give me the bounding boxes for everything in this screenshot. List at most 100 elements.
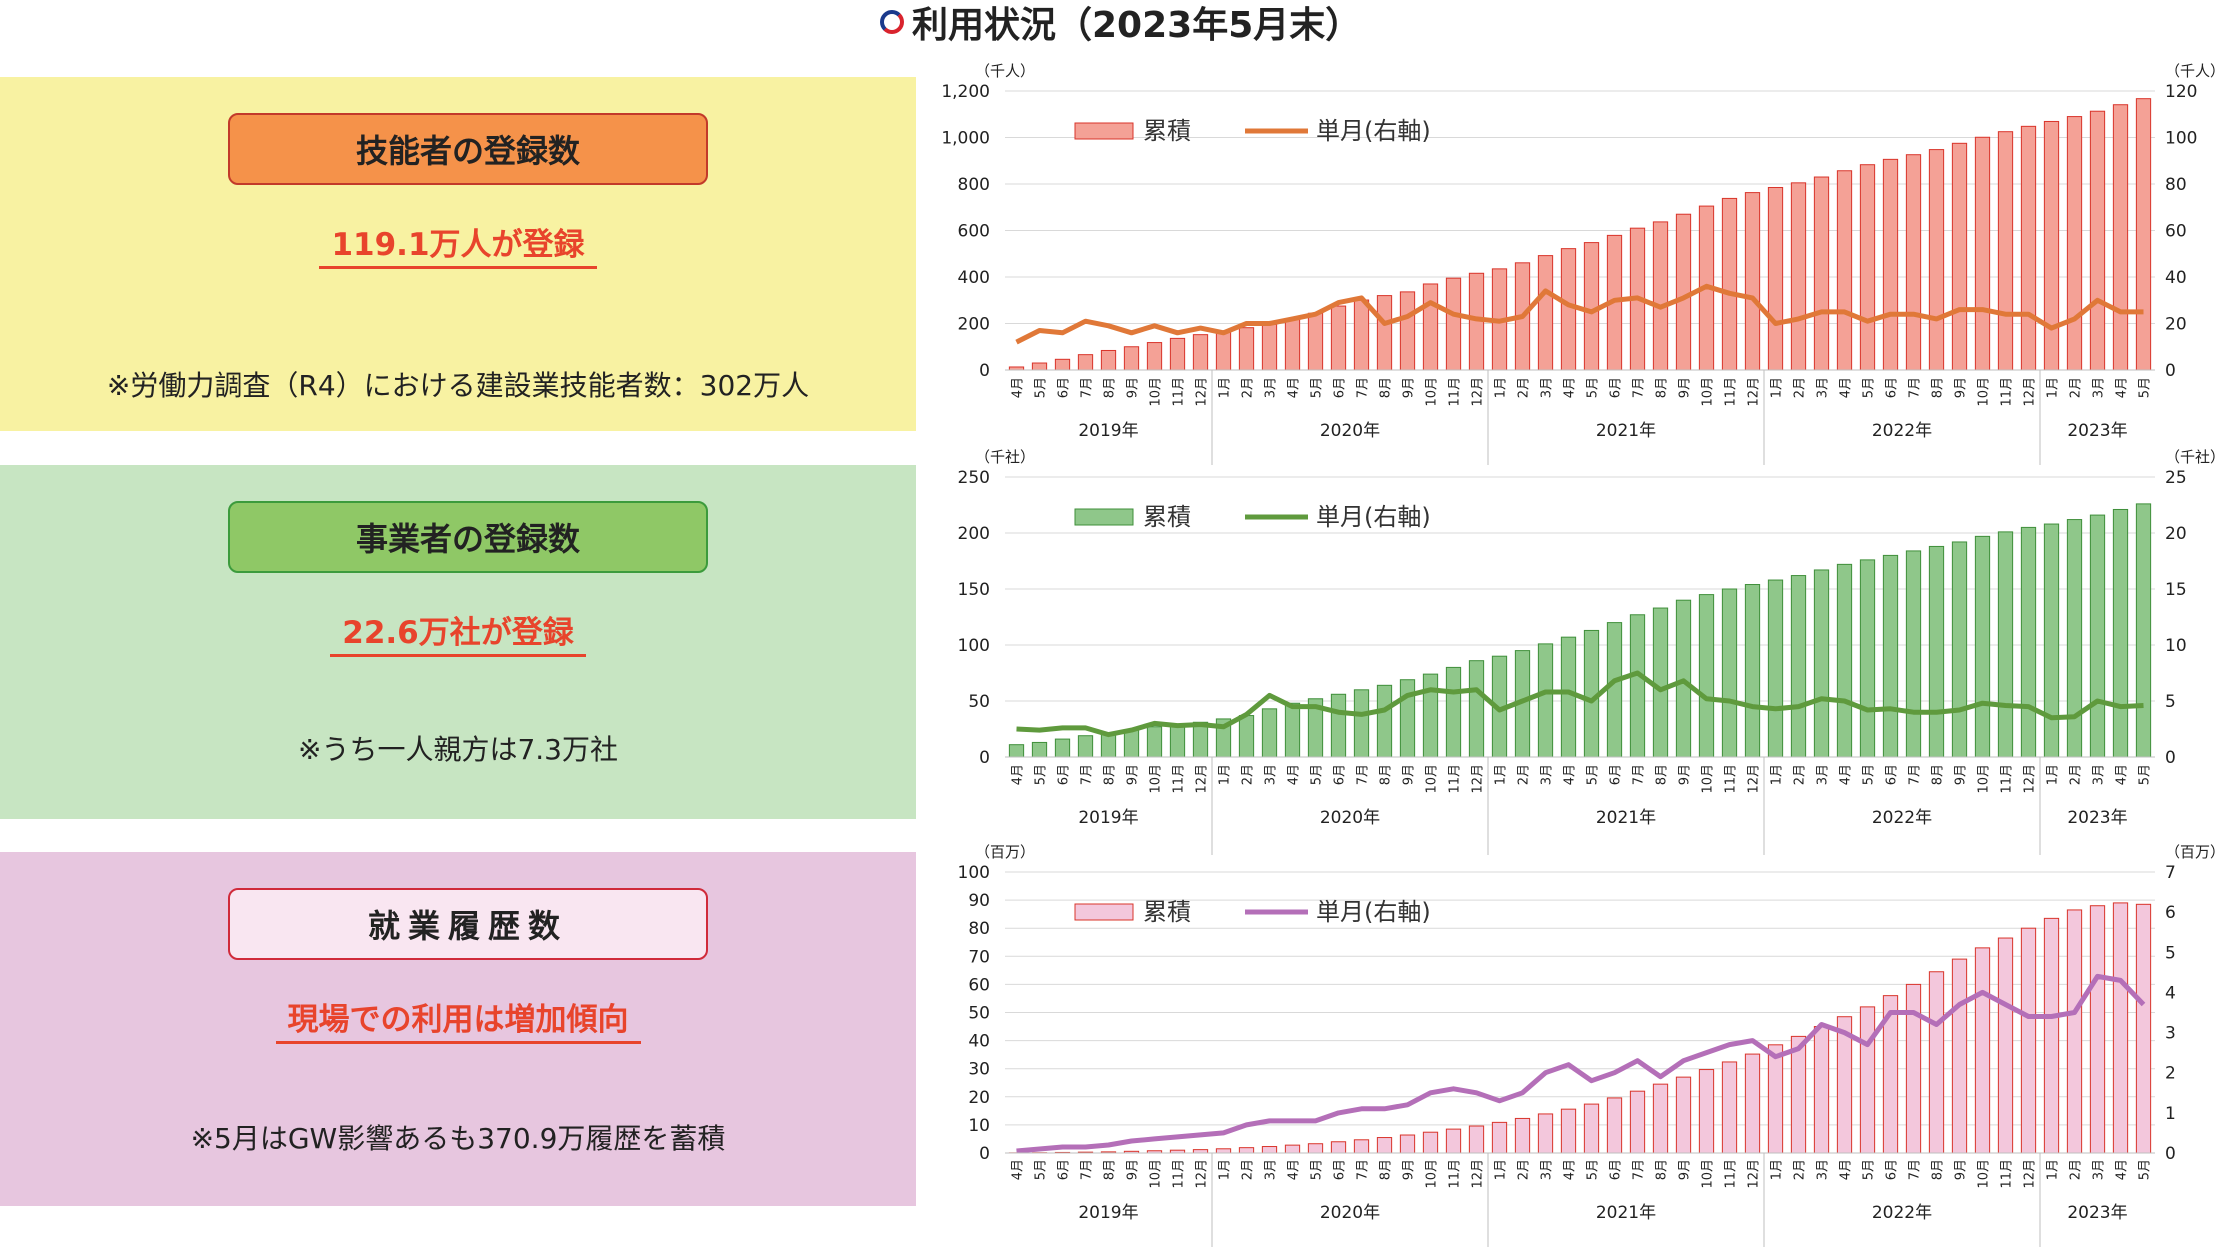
cumulative-bar bbox=[1445, 1128, 1462, 1154]
category-label: 9月 bbox=[1954, 377, 1969, 398]
category-label: 8月 bbox=[1931, 764, 1946, 785]
category-label: 10月 bbox=[1149, 764, 1164, 794]
category-label: 4月 bbox=[1011, 764, 1026, 785]
category-label: 10月 bbox=[1977, 764, 1992, 794]
category-label: 9月 bbox=[1678, 1159, 1693, 1180]
cumulative-bar bbox=[1560, 248, 1577, 371]
category-label: 2月 bbox=[1241, 764, 1256, 785]
category-label: 12月 bbox=[1471, 764, 1486, 794]
category-label: 7月 bbox=[1908, 1159, 1923, 1180]
right-tick-label: 15 bbox=[2165, 580, 2187, 600]
left-tick-label: 40 bbox=[968, 1032, 990, 1052]
category-label: 7月 bbox=[1356, 764, 1371, 785]
category-label: 1月 bbox=[1218, 1159, 1233, 1180]
category-label: 4月 bbox=[2115, 377, 2130, 398]
panel-header: 技能者の登録数 bbox=[228, 113, 708, 185]
cumulative-bar bbox=[1537, 255, 1554, 371]
panel-note: ※労働力調査（R4）における建設業技能者数：302万人 bbox=[106, 369, 810, 402]
category-label: 5月 bbox=[1862, 1159, 1877, 1180]
category-label: 12月 bbox=[1747, 1159, 1762, 1189]
cumulative-bar bbox=[1859, 559, 1876, 758]
cumulative-bar bbox=[1974, 947, 1991, 1154]
category-label: 12月 bbox=[1471, 377, 1486, 407]
panel-header: 事業者の登録数 bbox=[228, 501, 708, 573]
cumulative-bar bbox=[1284, 1144, 1301, 1154]
cumulative-bar bbox=[1284, 318, 1301, 371]
cumulative-bar bbox=[2020, 927, 2037, 1154]
left-tick-label: 50 bbox=[968, 1004, 990, 1024]
cumulative-bar bbox=[1652, 221, 1669, 371]
year-label: 2020年 bbox=[1320, 1203, 1380, 1223]
category-label: 1月 bbox=[1770, 377, 1785, 398]
left-tick-label: 30 bbox=[968, 1060, 990, 1080]
cumulative-bar bbox=[1997, 531, 2014, 758]
cumulative-bar bbox=[1882, 554, 1899, 758]
cumulative-bar bbox=[1376, 684, 1393, 758]
cumulative-bar bbox=[2112, 902, 2129, 1154]
category-label: 11月 bbox=[1448, 764, 1463, 794]
business-registration-panel: 事業者の登録数 22.6万社が登録 ※うち一人親方は7.3万社 bbox=[0, 465, 916, 819]
page-title-text: 利用状況（2023年5月末） bbox=[912, 5, 1362, 46]
category-label: 11月 bbox=[1724, 377, 1739, 407]
category-label: 8月 bbox=[1655, 1159, 1670, 1180]
category-label: 3月 bbox=[1816, 1159, 1831, 1180]
cumulative-bar bbox=[1077, 735, 1094, 758]
cumulative-bar bbox=[1468, 660, 1485, 758]
category-label: 4月 bbox=[1287, 1159, 1302, 1180]
right-tick-label: 0 bbox=[2165, 1144, 2176, 1164]
worker-registration-panel: 技能者の登録数 119.1万人が登録 ※労働力調査（R4）における建設業技能者数… bbox=[0, 77, 916, 431]
category-label: 4月 bbox=[1011, 377, 1026, 398]
category-label: 4月 bbox=[1563, 377, 1578, 398]
cumulative-bar bbox=[1951, 142, 1968, 371]
cumulative-bar bbox=[1054, 358, 1071, 371]
category-label: 1月 bbox=[2046, 764, 2061, 785]
cumulative-bar bbox=[1721, 197, 1738, 371]
category-label: 11月 bbox=[2000, 764, 2015, 794]
cumulative-bar bbox=[2066, 909, 2083, 1154]
category-label: 8月 bbox=[1655, 764, 1670, 785]
category-label: 12月 bbox=[2023, 377, 2038, 407]
cumulative-bar bbox=[1859, 164, 1876, 371]
cumulative-bar bbox=[1652, 607, 1669, 758]
category-label: 1月 bbox=[1494, 1159, 1509, 1180]
category-label: 8月 bbox=[1379, 377, 1394, 398]
left-tick-label: 100 bbox=[958, 863, 990, 883]
category-label: 10月 bbox=[1977, 377, 1992, 407]
cumulative-bar bbox=[2112, 508, 2129, 758]
cumulative-bar bbox=[1422, 283, 1439, 371]
category-label: 9月 bbox=[1678, 764, 1693, 785]
cumulative-bar bbox=[1307, 312, 1324, 371]
category-label: 5月 bbox=[1034, 1159, 1049, 1180]
left-tick-label: 250 bbox=[958, 468, 990, 488]
monthly-line bbox=[1016, 670, 2144, 738]
cumulative-bar bbox=[1353, 299, 1370, 371]
category-label: 10月 bbox=[1425, 1159, 1440, 1189]
category-label: 10月 bbox=[1149, 377, 1164, 407]
legend-line-label: 単月(右軸) bbox=[1316, 117, 1431, 145]
category-label: 7月 bbox=[1908, 764, 1923, 785]
category-label: 11月 bbox=[1172, 764, 1187, 794]
category-label: 3月 bbox=[1540, 377, 1555, 398]
right-tick-label: 0 bbox=[2165, 361, 2176, 381]
cumulative-bar bbox=[1652, 1083, 1669, 1154]
cumulative-bar bbox=[2043, 120, 2060, 371]
cumulative-bar bbox=[1744, 1053, 1761, 1154]
legend-bar-label: 累積 bbox=[1143, 117, 1191, 145]
category-label: 2月 bbox=[1517, 764, 1532, 785]
year-label: 2021年 bbox=[1596, 808, 1656, 828]
category-label: 5月 bbox=[1310, 377, 1325, 398]
category-label: 7月 bbox=[1080, 764, 1095, 785]
category-label: 3月 bbox=[1816, 764, 1831, 785]
cumulative-bar bbox=[1698, 594, 1715, 758]
year-label: 2020年 bbox=[1320, 808, 1380, 828]
category-label: 12月 bbox=[2023, 1159, 2038, 1189]
category-label: 7月 bbox=[1356, 1159, 1371, 1180]
category-label: 1月 bbox=[1218, 377, 1233, 398]
category-label: 5月 bbox=[1034, 377, 1049, 398]
category-label: 4月 bbox=[1839, 1159, 1854, 1180]
category-label: 5月 bbox=[2138, 764, 2153, 785]
left-tick-label: 0 bbox=[979, 1144, 990, 1164]
cumulative-bar bbox=[1721, 588, 1738, 758]
cumulative-bar bbox=[1928, 545, 1945, 758]
cumulative-bar bbox=[1353, 1139, 1370, 1154]
